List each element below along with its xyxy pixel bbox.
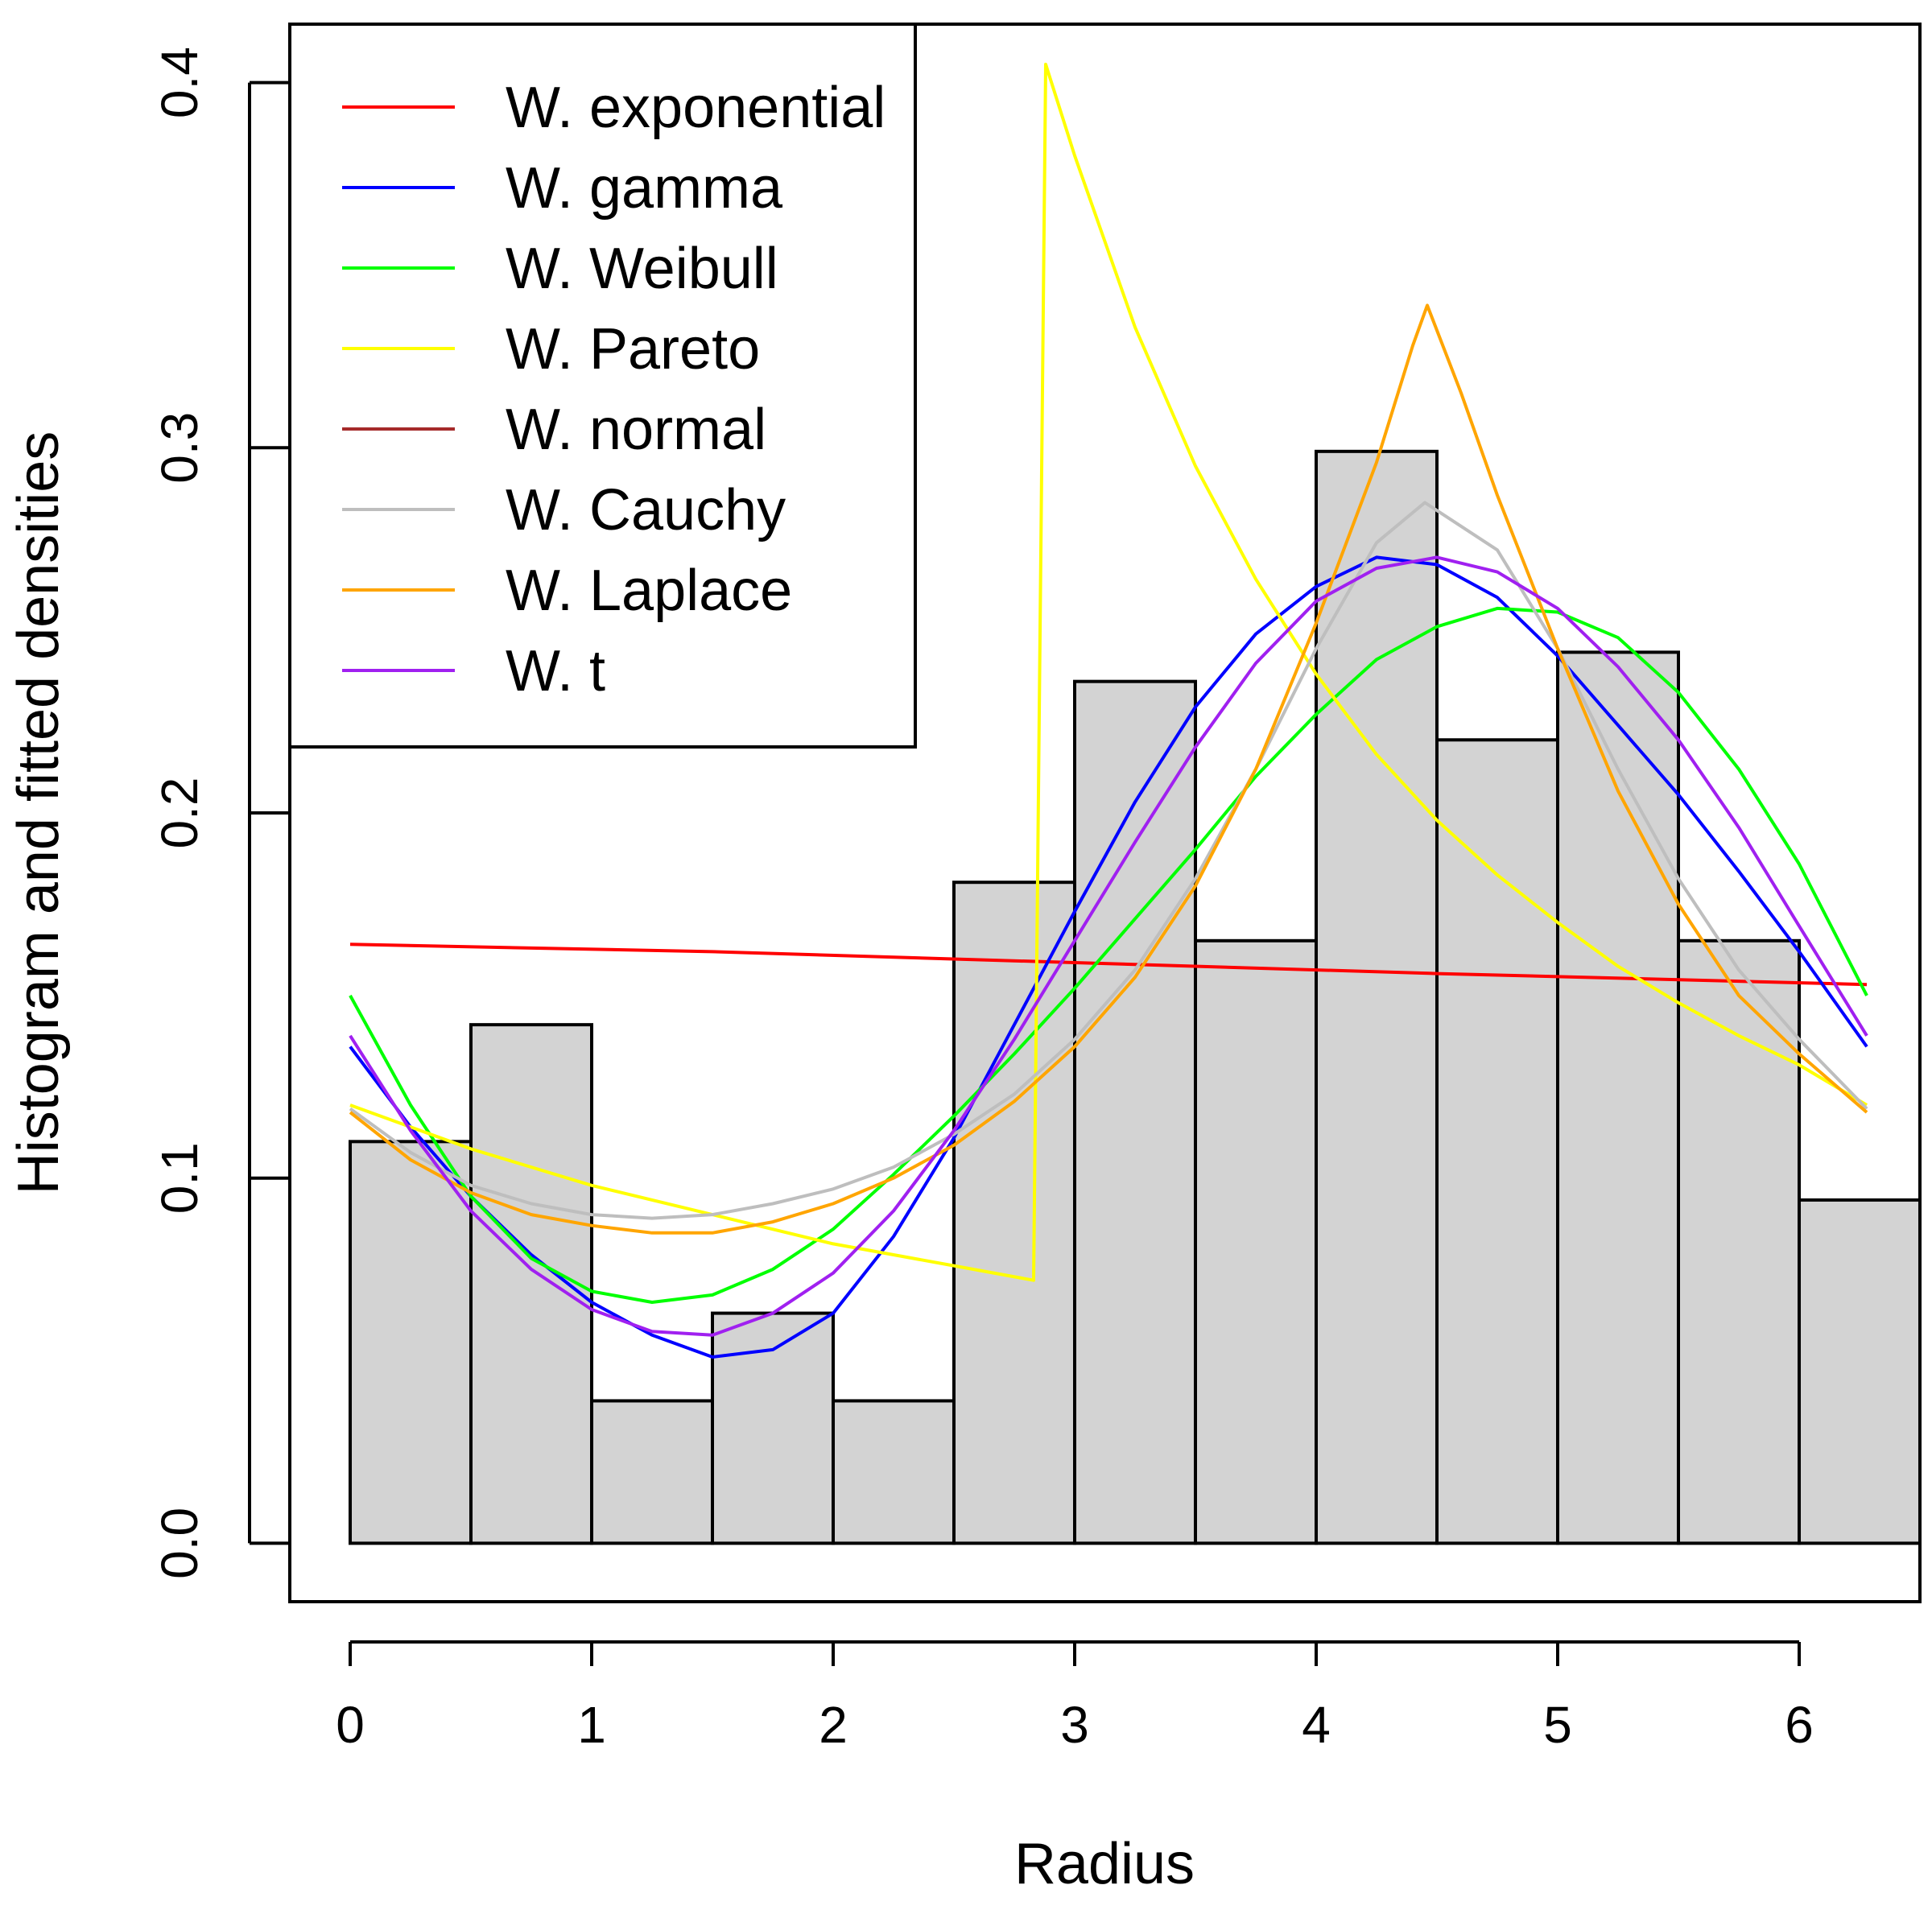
- y-tick-label-0: 0.0: [151, 1508, 208, 1579]
- legend: W. exponential W. gamma W. Weibull W. Paret…: [290, 24, 915, 747]
- y-axis-title: Histogram and fitted densities: [6, 431, 71, 1194]
- x-tick-label-1: 1: [577, 1696, 606, 1754]
- y-tick-label-2: 0.2: [151, 778, 208, 849]
- x-tick-label-6: 6: [1785, 1696, 1814, 1754]
- legend-label-7: W. t: [506, 639, 605, 703]
- x-tick-label-2: 2: [819, 1696, 848, 1754]
- legend-label-4: W. normal: [506, 398, 766, 462]
- histogram-bar-9: [1437, 740, 1558, 1543]
- legend-label-2: W. Weibull: [506, 237, 778, 301]
- histogram-chart: 0 1 2 3 4 5 6 0.0 0.1 0.2 0.3 0.4 Radius Histogram…: [0, 0, 1932, 1918]
- histogram-bar-12: [1799, 1200, 1920, 1543]
- y-tick-label-4: 0.4: [151, 47, 208, 118]
- x-tick-label-0: 0: [336, 1696, 365, 1754]
- histogram-bar-6: [1075, 682, 1195, 1544]
- histogram-bar-10: [1558, 652, 1678, 1543]
- histogram-bar-3: [712, 1314, 833, 1544]
- legend-label-1: W. gamma: [506, 156, 783, 221]
- histogram-bar-4: [833, 1400, 954, 1543]
- y-tick-label-3: 0.3: [151, 412, 208, 484]
- legend-label-6: W. Laplace: [506, 559, 792, 623]
- histogram-bar-0: [350, 1141, 471, 1543]
- histogram-bar-11: [1678, 941, 1799, 1544]
- y-tick-label-1: 0.1: [151, 1142, 208, 1214]
- histogram-bar-2: [592, 1400, 712, 1543]
- x-tick-label-3: 3: [1060, 1696, 1089, 1754]
- histogram-bar-7: [1195, 941, 1316, 1544]
- histogram-bar-1: [471, 1025, 592, 1543]
- x-axis-title: Radius: [1014, 1832, 1195, 1896]
- legend-label-5: W. Cauchy: [506, 478, 786, 542]
- legend-label-0: W. exponential: [506, 76, 886, 140]
- x-tick-label-4: 4: [1302, 1696, 1331, 1754]
- histogram-bar-5: [954, 882, 1075, 1543]
- legend-label-3: W. Pareto: [506, 317, 760, 382]
- x-tick-label-5: 5: [1543, 1696, 1572, 1754]
